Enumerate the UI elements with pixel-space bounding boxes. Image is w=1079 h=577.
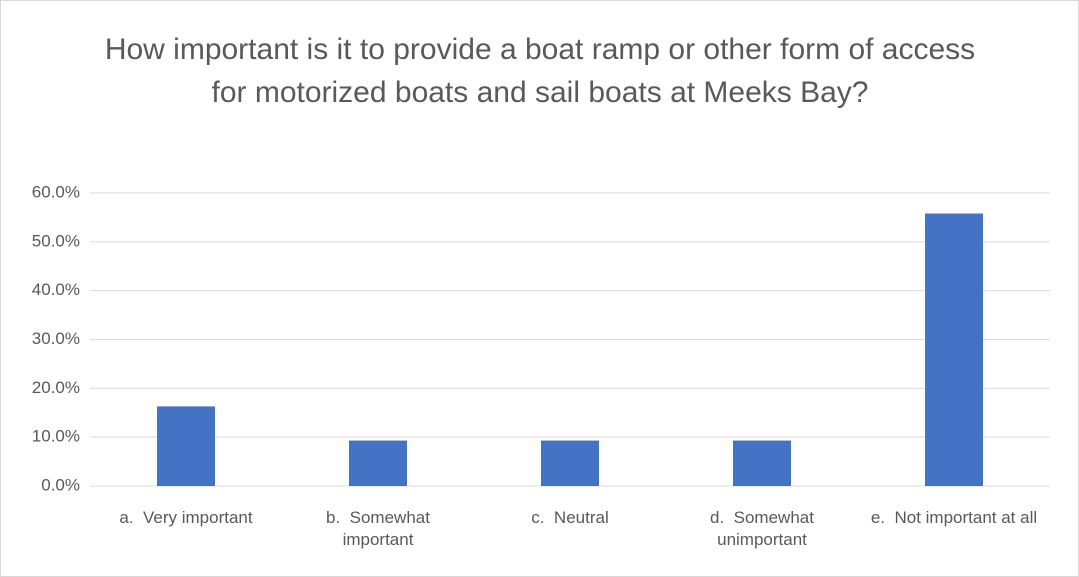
bar — [157, 406, 215, 486]
y-tick-label: 10.0% — [32, 427, 80, 446]
y-tick-label: 30.0% — [32, 329, 80, 348]
bar — [541, 440, 599, 486]
x-tick-label: c. Neutral — [531, 508, 609, 527]
x-tick-label: a. Very important — [119, 508, 253, 527]
y-tick-label: 40.0% — [32, 280, 80, 299]
y-tick-label: 60.0% — [32, 182, 80, 201]
y-tick-label: 50.0% — [32, 231, 80, 250]
bar — [925, 213, 983, 486]
x-tick-label: b. Somewhat important — [326, 508, 435, 549]
y-tick-label: 20.0% — [32, 378, 80, 397]
chart-title: How important is it to provide a boat ra… — [104, 33, 976, 109]
y-tick-label: 0.0% — [41, 475, 80, 494]
bar — [733, 440, 791, 486]
x-tick-label: d. Somewhat unimportant — [710, 508, 819, 549]
bar — [349, 440, 407, 486]
x-tick-label: e. Not important at all — [870, 508, 1038, 527]
